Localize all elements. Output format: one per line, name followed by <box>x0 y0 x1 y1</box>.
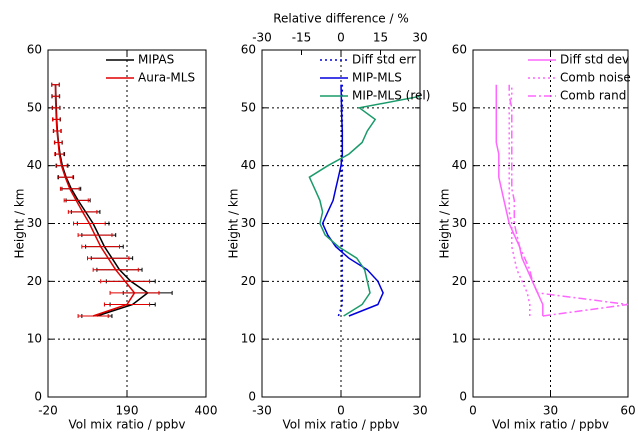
y-tick-label: 20 <box>27 274 42 288</box>
y-tick-label: 20 <box>452 274 467 288</box>
y-tick-label: 60 <box>452 43 467 57</box>
series-line <box>495 84 544 316</box>
series-line <box>308 95 421 317</box>
series-line <box>54 84 136 317</box>
plot-frame <box>472 49 629 398</box>
x-tick-label: -20 <box>38 404 58 418</box>
x-tick-label: 60 <box>620 404 635 418</box>
x-axis-label: Vol mix ratio / ppbv <box>69 418 186 432</box>
y-tick-label: 40 <box>452 158 467 172</box>
y-tick-label: 50 <box>27 100 42 114</box>
legend-label: Aura-MLS <box>138 71 195 85</box>
legend-label: Diff std err <box>352 53 416 67</box>
y-tick-label: 40 <box>27 158 42 172</box>
y-tick-label: 30 <box>241 216 256 230</box>
legend-label: Comb noise <box>560 71 631 85</box>
legend-label: MIPAS <box>138 53 174 67</box>
y-tick-label: 50 <box>452 100 467 114</box>
series-line <box>508 84 531 316</box>
plot-frame <box>47 49 207 398</box>
x2-tick-label: 15 <box>373 31 388 45</box>
y-tick-label: 40 <box>241 158 256 172</box>
series-line <box>337 84 344 317</box>
y-tick-label: 30 <box>452 216 467 230</box>
x-axis-label: Vol mix ratio / ppbv <box>283 418 400 432</box>
x2-tick-label: 0 <box>337 31 345 45</box>
plot-frame <box>261 49 421 398</box>
legend-label: MIP-MLS <box>352 71 402 85</box>
series-line <box>321 84 384 317</box>
x2-axis-label: Relative difference / % <box>273 12 409 26</box>
series-line <box>508 84 629 317</box>
y-tick-label: 10 <box>27 332 42 346</box>
x-tick-label: 190 <box>116 404 139 418</box>
x-tick-label: 0 <box>337 404 345 418</box>
x2-tick-label: -15 <box>292 31 312 45</box>
x-tick-label: -30 <box>252 404 272 418</box>
legend-label: MIP-MLS (rel) <box>352 89 430 103</box>
x2-tick-label: 30 <box>412 31 427 45</box>
y-tick-label: 10 <box>241 332 256 346</box>
y-axis-label: Height / km <box>227 189 241 259</box>
x2-tick-label: -30 <box>252 31 272 45</box>
x-axis-label: Vol mix ratio / ppbv <box>492 418 609 432</box>
x-tick-label: 30 <box>412 404 427 418</box>
y-tick-label: 30 <box>27 216 42 230</box>
y-axis-label: Height / km <box>438 189 452 259</box>
y-tick-label: 60 <box>27 43 42 57</box>
x-tick-label: 0 <box>469 404 477 418</box>
y-tick-label: 60 <box>241 43 256 57</box>
legend-label: Diff std dev <box>560 53 629 67</box>
y-tick-label: 0 <box>248 390 256 404</box>
y-tick-label: 10 <box>452 332 467 346</box>
x-tick-label: 30 <box>543 404 558 418</box>
legend-label: Comb rand <box>560 89 626 103</box>
x-tick-label: 400 <box>195 404 218 418</box>
y-tick-label: 0 <box>459 390 467 404</box>
y-axis-label: Height / km <box>13 189 27 259</box>
y-tick-label: 50 <box>241 100 256 114</box>
y-tick-label: 0 <box>34 390 42 404</box>
y-tick-label: 20 <box>241 274 256 288</box>
